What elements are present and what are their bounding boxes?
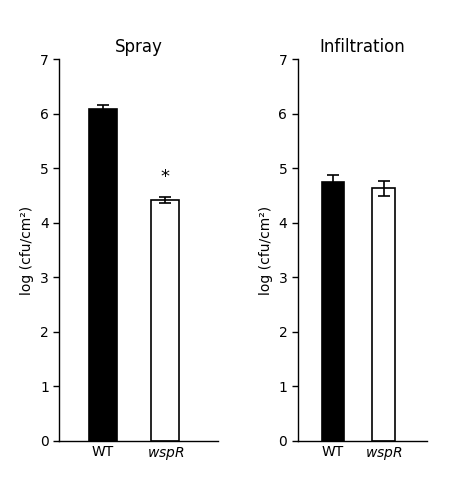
Y-axis label: log (cfu/cm²): log (cfu/cm²) — [259, 205, 273, 295]
Title: Spray: Spray — [115, 39, 163, 56]
Y-axis label: log (cfu/cm²): log (cfu/cm²) — [20, 205, 35, 295]
Bar — [89, 109, 117, 441]
Bar — [372, 189, 395, 441]
Text: *: * — [161, 168, 170, 186]
Bar — [322, 182, 345, 441]
Bar — [151, 200, 180, 441]
Title: Infiltration: Infiltration — [319, 39, 405, 56]
